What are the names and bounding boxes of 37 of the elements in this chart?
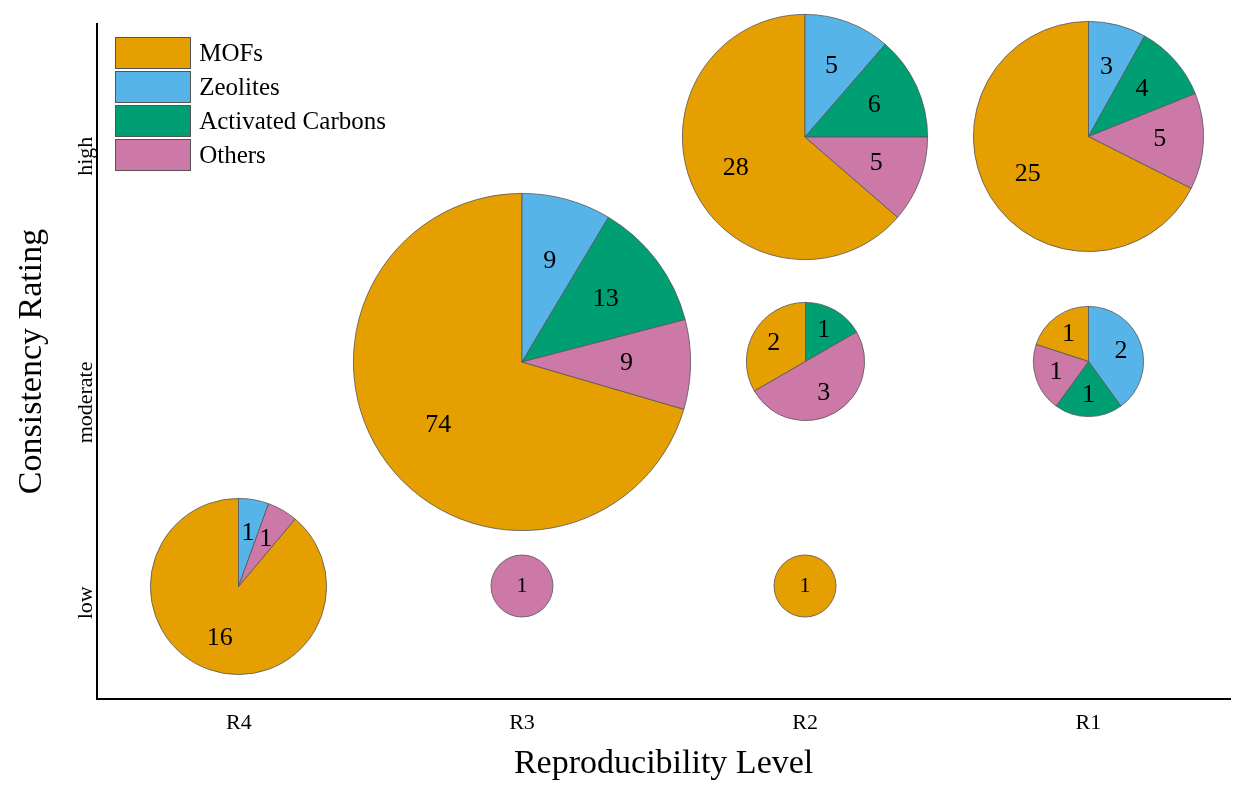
data-label: 9	[620, 346, 634, 376]
legend-label: Zeolites	[199, 73, 280, 102]
data-label: 4	[1135, 73, 1149, 103]
data-label: 2	[1114, 334, 1128, 364]
data-label: 28	[723, 152, 750, 182]
data-label: 1	[1061, 317, 1075, 347]
category-label: R4	[225, 708, 252, 734]
data-label: 16	[207, 621, 234, 651]
data-label: 6	[867, 88, 881, 118]
data-label: 9	[543, 244, 557, 274]
data-label: 1	[241, 516, 255, 546]
data-label: 3	[817, 377, 831, 407]
category-label: R3	[509, 708, 535, 734]
category-label: R1	[1075, 708, 1102, 734]
data-label: 1	[1081, 379, 1095, 409]
data-label: 1	[516, 572, 528, 598]
data-label: 1	[259, 522, 273, 552]
category-label: R2	[792, 708, 819, 734]
data-label: 2	[766, 327, 780, 357]
data-label: 5	[1153, 123, 1167, 153]
legend-label: MOFs	[199, 39, 264, 68]
data-label: 1	[1049, 355, 1063, 385]
text: Reproducibility Level	[513, 742, 814, 780]
data-label: 3	[1099, 51, 1113, 81]
data-label: 1	[799, 572, 811, 598]
data-label: 13	[592, 282, 619, 312]
text: Consistency Rating	[11, 228, 49, 495]
category-label: low	[71, 586, 97, 620]
data-label: 74	[425, 408, 452, 438]
data-label: 5	[869, 147, 883, 177]
data-label: 25	[1014, 157, 1041, 187]
legend-label: Others	[199, 141, 266, 170]
category-label: high	[71, 136, 97, 176]
legend-label: Activated Carbons	[199, 107, 386, 136]
category-label: moderate	[71, 361, 97, 444]
data-label: 1	[817, 313, 831, 343]
data-label: 5	[825, 49, 839, 79]
